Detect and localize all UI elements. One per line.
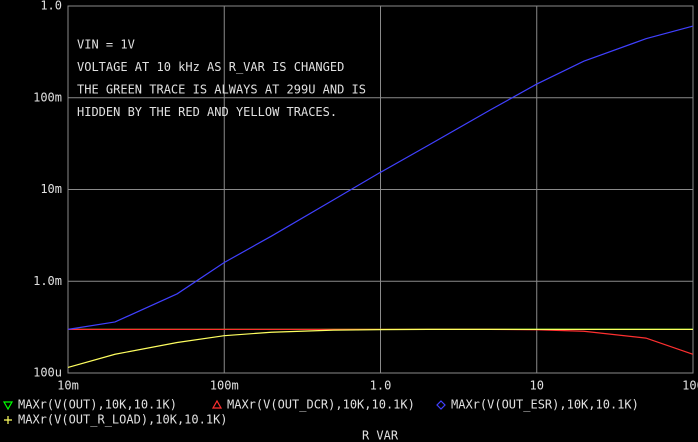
legend-label: MAXr(V(OUT_DCR),10K,10.1K) bbox=[227, 398, 415, 412]
legend-symbol bbox=[2, 401, 14, 411]
x-tick-label: 100m bbox=[210, 379, 239, 393]
legend-symbol bbox=[4, 416, 12, 424]
x-axis-label: R_VAR bbox=[362, 429, 399, 442]
legend-label: MAXr(V(OUT_ESR),10K,10.1K) bbox=[451, 398, 639, 412]
series-line bbox=[67, 328, 693, 369]
legend-label: MAXr(V(OUT),10K,10.1K) bbox=[18, 398, 177, 412]
annotation: HIDDEN BY THE RED AND YELLOW TRACES. bbox=[77, 105, 337, 119]
y-tick-label: 100m bbox=[33, 90, 62, 104]
y-tick-label: 1.0m bbox=[33, 274, 62, 288]
y-tick-label: 100u bbox=[33, 366, 62, 380]
x-tick-label: 100 bbox=[682, 379, 698, 393]
x-tick-label: 1.0 bbox=[370, 379, 392, 393]
series-line bbox=[67, 25, 694, 330]
x-tick-label: 10m bbox=[57, 379, 79, 393]
y-tick-label: 1.0 bbox=[40, 0, 62, 13]
x-tick-label: 10 bbox=[530, 379, 544, 393]
legend-symbol bbox=[436, 400, 446, 410]
annotation: THE GREEN TRACE IS ALWAYS AT 299U AND IS bbox=[77, 83, 366, 97]
annotation: VIN = 1V bbox=[77, 38, 135, 52]
annotation: VOLTAGE AT 10 kHz AS R_VAR IS CHANGED bbox=[77, 60, 344, 74]
y-tick-label: 10m bbox=[40, 182, 62, 196]
legend-label: MAXr(V(OUT_R_LOAD),10K,10.1K) bbox=[18, 413, 228, 427]
legend-symbol bbox=[211, 399, 223, 409]
